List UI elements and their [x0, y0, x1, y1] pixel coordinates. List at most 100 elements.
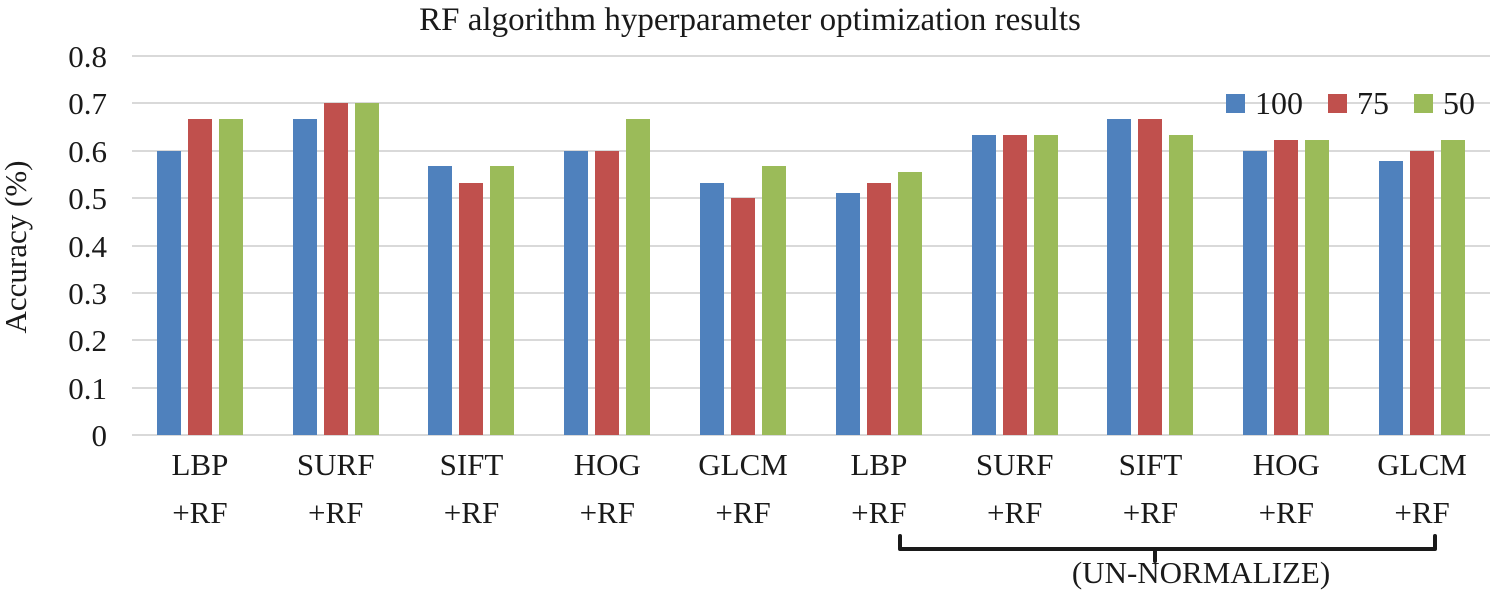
bar-group-5-glcm [675, 56, 811, 435]
x-label-4-hog: HOG +RF [539, 441, 675, 537]
y-tick-label-0.6: 0.6 [68, 133, 107, 169]
x-label-8-sift: SIFT +RF [1083, 441, 1219, 537]
x-label-suffix: +RF [443, 495, 500, 530]
bar-hog-g9-n50 [1305, 140, 1330, 435]
bar-group-8-sift [1083, 56, 1219, 435]
bar-group-7-surf [947, 56, 1083, 435]
unnormalize-label: (UN-NORMALIZE) [1071, 555, 1331, 590]
gridline-0.4 [132, 244, 1490, 247]
bar-glcm-g10-n100 [1379, 161, 1404, 435]
bar-sift-g3-n100 [428, 166, 453, 435]
x-label-10-glcm: GLCM +RF [1354, 441, 1490, 537]
gridline-0 [132, 434, 1490, 436]
x-label-1-lbp: LBP +RF [132, 441, 268, 537]
x-label-name: SURF [296, 447, 375, 482]
bar-lbp-g6-n100 [835, 192, 860, 435]
bar-sift-g3-n50 [490, 166, 515, 435]
bar-glcm-g5-n100 [700, 182, 725, 435]
gridline-0.1 [132, 386, 1490, 389]
bar-surf-g7-n50 [1033, 135, 1058, 435]
bar-surf-g7-n100 [971, 135, 996, 435]
gridline-0.7 [132, 102, 1490, 105]
bar-sift-g8-n75 [1138, 119, 1163, 435]
legend-label: 50 [1443, 85, 1475, 121]
legend-item-75: 75 [1328, 87, 1389, 119]
x-label-9-hog: HOG +RF [1218, 441, 1354, 537]
legend-item-100: 100 [1226, 87, 1303, 119]
bar-hog-g9-n75 [1274, 140, 1299, 435]
y-tick-label-0.3: 0.3 [68, 275, 107, 311]
bar-sift-g3-n75 [459, 182, 484, 435]
x-label-suffix: +RF [1394, 495, 1450, 530]
bar-group-10-glcm [1354, 56, 1490, 435]
x-label-name: SIFT [1118, 447, 1183, 482]
bar-hog-g4-n75 [595, 150, 620, 435]
bar-lbp-g1-n75 [187, 119, 212, 435]
bar-groups [132, 56, 1490, 435]
bar-group-4-hog [539, 56, 675, 435]
bar-lbp-g1-n50 [218, 119, 243, 435]
legend-label: 100 [1255, 85, 1303, 121]
x-label-name: SURF [975, 447, 1054, 482]
gridline-0.8 [132, 55, 1490, 57]
x-label-suffix: +RF [579, 495, 635, 530]
legend-swatch-icon [1328, 93, 1347, 113]
bar-surf-g2-n50 [354, 103, 379, 435]
x-label-5-glcm: GLCM +RF [675, 441, 811, 537]
legend-swatch-icon [1226, 93, 1245, 113]
y-axis-tick-labels: 0.8 0.7 0.6 0.5 0.4 0.3 0.2 0.1 0 [0, 41, 107, 451]
bar-glcm-g10-n50 [1441, 140, 1466, 435]
legend-item-50: 50 [1414, 87, 1475, 119]
bar-glcm-g10-n75 [1410, 150, 1435, 435]
chart-title: RF algorithm hyperparameter optimization… [419, 2, 1081, 38]
x-label-2-surf: SURF +RF [268, 441, 404, 537]
x-label-name: HOG [573, 447, 641, 482]
x-label-3-sift: SIFT +RF [404, 441, 540, 537]
bar-sift-g8-n50 [1169, 135, 1194, 435]
x-label-suffix: +RF [715, 495, 771, 530]
gridline-0.3 [132, 291, 1490, 294]
bar-lbp-g6-n75 [866, 182, 891, 435]
y-tick-label-0.1: 0.1 [68, 370, 107, 406]
bar-group-3-sift [404, 56, 540, 435]
x-label-name: LBP [171, 447, 229, 482]
x-label-suffix: +RF [172, 495, 228, 530]
x-label-suffix: +RF [1122, 495, 1179, 530]
gridline-0.2 [132, 339, 1490, 342]
x-label-suffix: +RF [1258, 495, 1314, 530]
x-label-name: GLCM [1377, 447, 1467, 482]
x-label-7-surf: SURF +RF [947, 441, 1083, 537]
y-tick-label-0.5: 0.5 [68, 181, 107, 217]
bar-surf-g7-n75 [1002, 135, 1027, 435]
y-tick-label-0.7: 0.7 [68, 86, 107, 122]
bar-group-2-surf [268, 56, 404, 435]
x-label-suffix: +RF [851, 495, 907, 530]
y-tick-label-0.4: 0.4 [68, 228, 107, 264]
bar-sift-g8-n100 [1107, 119, 1132, 435]
bar-glcm-g5-n75 [731, 198, 756, 435]
bar-surf-g2-n75 [323, 103, 348, 435]
x-label-suffix: +RF [307, 495, 364, 530]
bar-hog-g4-n50 [626, 119, 651, 435]
x-label-name: SIFT [439, 447, 504, 482]
gridline-0.5 [132, 197, 1490, 200]
x-label-name: GLCM [698, 447, 788, 482]
bar-group-6-lbp [811, 56, 947, 435]
legend: 100 75 50 [1226, 87, 1475, 119]
bar-hog-g9-n100 [1243, 150, 1268, 435]
x-label-suffix: +RF [986, 495, 1043, 530]
bar-lbp-g1-n100 [156, 150, 181, 435]
gridline-0.6 [132, 149, 1490, 152]
bar-group-9-hog [1218, 56, 1354, 435]
x-label-6-lbp: LBP +RF [811, 441, 947, 537]
bar-glcm-g5-n50 [762, 166, 787, 435]
x-label-name: HOG [1252, 447, 1320, 482]
y-tick-label-0: 0 [91, 418, 108, 453]
x-axis-labels: LBP +RF SURF +RF SIFT +RF HOG +RF GLCM +RF LBP +RF S… [132, 441, 1490, 537]
legend-swatch-icon [1414, 93, 1433, 113]
y-tick-label-0.8: 0.8 [68, 39, 107, 74]
bar-hog-g4-n100 [564, 150, 589, 435]
bar-lbp-g6-n50 [897, 171, 922, 435]
bar-surf-g2-n100 [292, 119, 317, 435]
